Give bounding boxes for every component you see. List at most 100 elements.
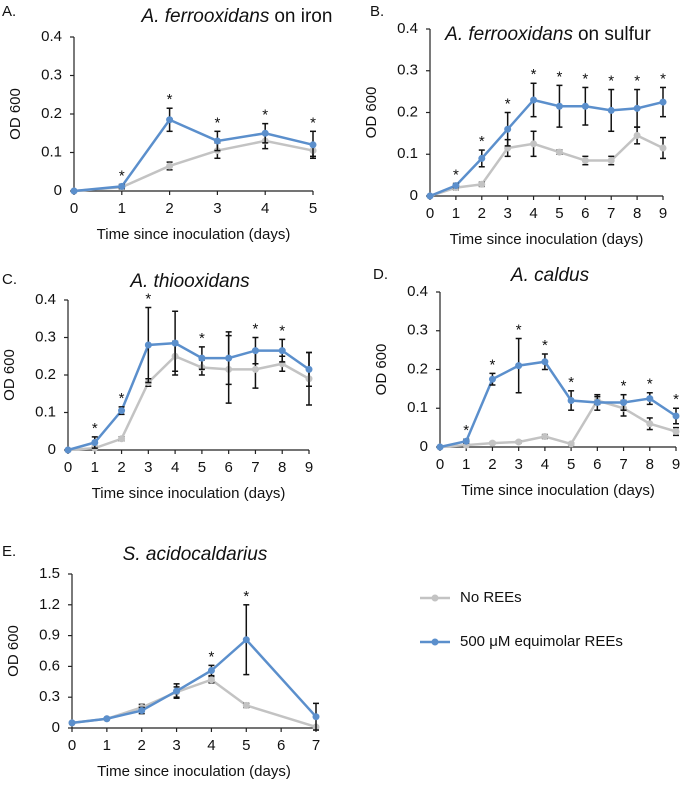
y-tick-label: 0.3 <box>407 322 428 339</box>
data-point <box>567 397 575 404</box>
y-tick-label: 0 <box>54 182 62 199</box>
panel-label: D. <box>373 266 388 283</box>
data-point <box>213 137 221 145</box>
data-point <box>426 192 434 200</box>
x-tick-label: 3 <box>514 456 522 473</box>
data-point <box>478 154 486 162</box>
x-axis-label: Time since inoculation (days) <box>97 226 291 243</box>
significance-star: * <box>262 107 268 124</box>
significance-star: * <box>490 356 496 373</box>
x-tick-label: 1 <box>452 205 460 222</box>
x-axis-label: Time since inoculation (days) <box>97 763 291 780</box>
series-line <box>73 118 314 193</box>
data-point <box>251 347 259 355</box>
y-tick-label: 0.2 <box>35 366 56 383</box>
x-tick-label: 7 <box>251 459 259 476</box>
panel-label: B. <box>370 3 384 20</box>
data-point <box>312 713 320 721</box>
y-tick-label: 0.4 <box>35 291 56 308</box>
x-tick-label: 5 <box>567 456 575 473</box>
x-tick-label: 4 <box>529 205 537 222</box>
x-tick-label: 1 <box>103 737 111 754</box>
legend-label: 500 μM equimolar REEs <box>460 633 623 650</box>
data-point <box>672 428 680 435</box>
data-point <box>504 125 512 133</box>
significance-star: * <box>582 70 588 87</box>
x-tick-label: 7 <box>619 456 627 473</box>
data-point <box>555 102 563 110</box>
y-tick-label: 0.3 <box>397 62 418 79</box>
significance-star: * <box>119 390 125 407</box>
x-axis-label: Time since inoculation (days) <box>450 231 644 248</box>
data-point <box>64 446 72 454</box>
chart-title: S. acidocaldarius <box>123 544 268 565</box>
x-axis-label: Time since inoculation (days) <box>92 485 286 502</box>
significance-star: * <box>199 330 205 347</box>
x-tick-label: 8 <box>646 456 654 473</box>
x-tick-label: 8 <box>633 205 641 222</box>
x-tick-label: 5 <box>555 205 563 222</box>
significance-star: * <box>516 321 522 338</box>
data-point <box>452 182 460 190</box>
data-point <box>166 162 174 170</box>
chart-title: A. ferrooxidans on iron <box>141 6 333 27</box>
x-tick-label: 4 <box>207 737 215 754</box>
title-part: A. thiooxidans <box>129 271 250 292</box>
panel-label: E. <box>2 543 16 560</box>
data-point <box>198 354 206 362</box>
significance-star: * <box>243 588 249 605</box>
significance-star: * <box>119 167 125 184</box>
data-point <box>478 180 486 188</box>
significance-star: * <box>647 376 653 393</box>
data-point <box>309 141 317 149</box>
data-point <box>225 354 233 362</box>
y-tick-label: 0.2 <box>41 105 62 122</box>
y-tick-label: 0.4 <box>397 20 418 37</box>
data-point <box>207 667 215 675</box>
data-point <box>607 106 615 114</box>
data-point <box>305 365 313 373</box>
panel-label: A. <box>2 3 16 20</box>
x-tick-label: 9 <box>672 456 680 473</box>
data-point <box>541 358 549 366</box>
data-point <box>118 435 126 443</box>
x-tick-label: 0 <box>64 459 72 476</box>
data-point <box>462 437 470 445</box>
data-point <box>515 438 523 446</box>
significance-star: * <box>209 648 215 665</box>
data-point <box>171 339 179 347</box>
significance-star: * <box>557 68 563 85</box>
y-tick-label: 0.1 <box>397 145 418 162</box>
x-tick-label: 3 <box>503 205 511 222</box>
data-point <box>68 719 76 727</box>
y-tick-label: 0.4 <box>407 283 428 300</box>
x-tick-label: 7 <box>312 737 320 754</box>
data-point <box>70 187 78 195</box>
significance-star: * <box>92 420 98 437</box>
chart-title: A. thiooxidans <box>129 271 250 292</box>
y-tick-label: 0.3 <box>39 688 60 705</box>
significance-star: * <box>253 320 259 337</box>
series-line <box>67 341 310 452</box>
series-line <box>439 399 677 449</box>
chart-title: A. caldus <box>510 265 590 286</box>
data-point <box>659 98 667 106</box>
data-point <box>91 439 99 446</box>
x-tick-label: 3 <box>172 737 180 754</box>
significance-star: * <box>505 95 511 112</box>
y-axis-label: OD 600 <box>373 344 390 396</box>
x-tick-label: 2 <box>488 456 496 473</box>
x-tick-label: 1 <box>118 200 126 217</box>
y-tick-label: 0.9 <box>39 627 60 644</box>
x-tick-label: 0 <box>68 737 76 754</box>
y-axis-label: OD 600 <box>5 625 22 677</box>
significance-star: * <box>542 337 548 354</box>
series-line <box>67 354 310 452</box>
data-point <box>251 365 259 373</box>
y-tick-label: 0.6 <box>39 657 60 674</box>
y-tick-label: 0 <box>420 438 428 455</box>
data-point <box>166 116 174 124</box>
y-tick-label: 0 <box>48 441 56 458</box>
x-tick-label: 4 <box>261 200 269 217</box>
